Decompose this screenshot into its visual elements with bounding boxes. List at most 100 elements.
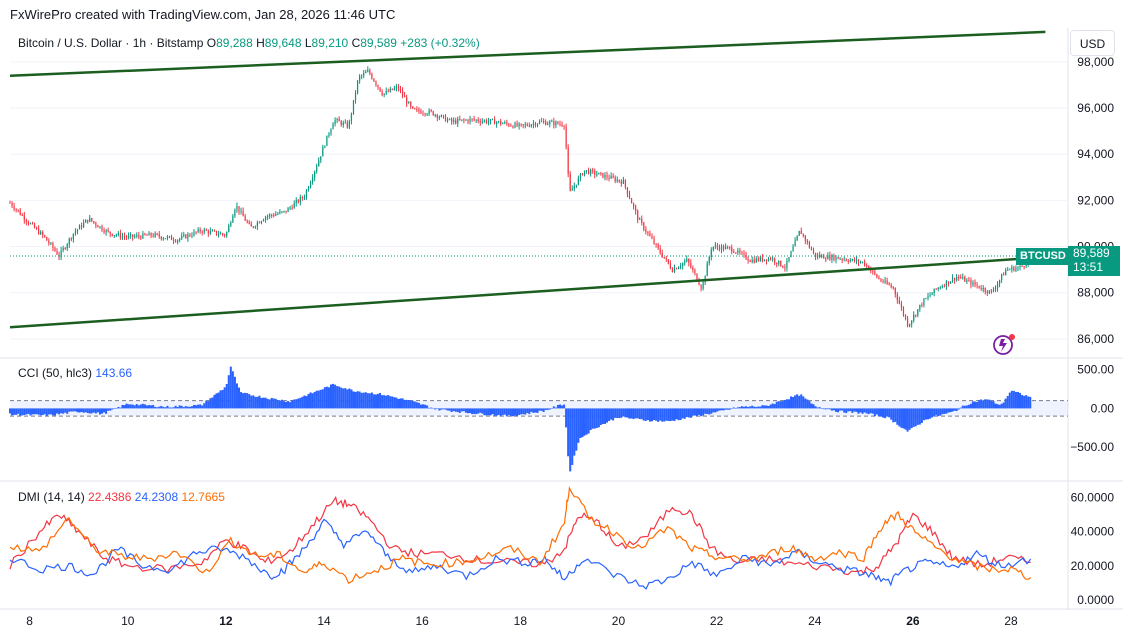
- cci-pane[interactable]: [8, 366, 1068, 472]
- cci-bar: [920, 408, 923, 424]
- cci-bar: [648, 408, 651, 422]
- cci-bar: [730, 408, 733, 409]
- candle-body: [314, 171, 316, 178]
- candle-body: [174, 240, 177, 242]
- candle-body: [82, 222, 85, 228]
- price-pane[interactable]: [9, 30, 1068, 329]
- candle-body: [827, 255, 829, 260]
- candle-body: [772, 258, 774, 260]
- cci-bar: [491, 408, 494, 415]
- cci-bar: [520, 408, 523, 415]
- candle-body: [150, 232, 152, 236]
- candle-body: [113, 235, 115, 237]
- cci-bar: [1010, 390, 1013, 409]
- cci-bar: [389, 396, 392, 409]
- cci-bar: [477, 408, 480, 414]
- candle-body: [162, 238, 164, 240]
- candle-body: [285, 210, 287, 213]
- candle-body: [833, 255, 835, 261]
- candle-body: [841, 258, 843, 260]
- cci-bar: [170, 407, 173, 409]
- cci-bar: [918, 408, 921, 425]
- cci-bar: [158, 406, 161, 409]
- dmi-pane[interactable]: [9, 486, 1032, 590]
- cci-bar: [391, 396, 394, 409]
- cci-bar: [904, 408, 907, 430]
- cci-bar: [47, 408, 50, 415]
- cci-bar: [599, 408, 602, 425]
- candle-body: [181, 235, 183, 239]
- cci-bar: [941, 408, 944, 415]
- currency-button[interactable]: USD: [1070, 30, 1115, 56]
- candle-body: [224, 234, 226, 236]
- cci-bar: [736, 407, 739, 409]
- cci-bar: [1029, 396, 1032, 409]
- sparkle-icon[interactable]: [990, 333, 1018, 357]
- cci-bar: [530, 408, 533, 412]
- cci-bar: [710, 408, 713, 414]
- candle-body: [530, 124, 532, 127]
- cci-bar: [849, 408, 852, 412]
- candle-body: [15, 209, 17, 211]
- cci-bar: [254, 396, 257, 409]
- cci-bar: [677, 408, 680, 421]
- candle-body: [884, 280, 886, 283]
- candle-body: [614, 177, 616, 182]
- price-tick-label: 94,000: [1077, 147, 1114, 161]
- cci-bar: [714, 408, 717, 413]
- cci-bar: [25, 408, 28, 415]
- candle-body: [326, 135, 328, 147]
- candle-body: [289, 207, 291, 209]
- cci-bar: [824, 408, 827, 410]
- cci-bar: [270, 397, 273, 409]
- candle-body: [630, 198, 633, 204]
- candle-body: [886, 280, 888, 284]
- price-tick-label: 88,000: [1077, 286, 1114, 300]
- cci-bar: [379, 393, 382, 409]
- cci-bar: [323, 387, 326, 409]
- candle-body: [776, 262, 778, 265]
- candle-body: [154, 233, 156, 237]
- candle-body: [925, 298, 927, 300]
- candle-body: [575, 184, 577, 186]
- candle-body: [939, 287, 941, 289]
- candle-body: [160, 236, 162, 239]
- cci-bar: [567, 408, 570, 457]
- candle-body: [99, 226, 101, 228]
- candle-body: [978, 285, 980, 289]
- candle-body: [1025, 264, 1027, 267]
- candle-body: [927, 295, 929, 299]
- cci-bar: [603, 408, 606, 424]
- candle-body: [520, 123, 522, 125]
- candle-body: [72, 233, 74, 240]
- cci-bar: [123, 405, 126, 409]
- candle-body: [747, 259, 749, 261]
- cci-bar: [501, 408, 504, 416]
- cci-bar: [182, 407, 185, 409]
- cci-legend[interactable]: CCI (50, hlc3) 143.66: [18, 366, 132, 380]
- dmi-plus-di-line: [9, 495, 1031, 576]
- cci-bar: [507, 408, 510, 415]
- cci-bar: [718, 408, 721, 411]
- candle-body: [442, 115, 445, 117]
- cci-bar: [773, 403, 776, 409]
- cci-bar: [820, 408, 823, 409]
- candle-body: [254, 226, 256, 228]
- candle-body: [38, 228, 40, 235]
- cci-bar: [180, 405, 183, 409]
- cci-bar: [282, 401, 285, 409]
- symbol-legend[interactable]: Bitcoin / U.S. Dollar · 1h · Bitstamp O8…: [18, 36, 480, 50]
- dmi-legend[interactable]: DMI (14, 14) 22.4386 24.2308 12.7665: [18, 490, 225, 504]
- cci-bar: [45, 408, 48, 417]
- candle-body: [972, 282, 974, 286]
- cci-bar: [661, 408, 664, 422]
- candle-body: [219, 233, 222, 235]
- cci-bar: [231, 371, 234, 409]
- cci-bar: [998, 404, 1001, 409]
- cci-bar: [374, 394, 378, 409]
- candle-body: [455, 120, 457, 124]
- dmi-adx-line: [9, 486, 1032, 585]
- candle-body: [608, 177, 610, 179]
- cci-bar: [76, 408, 79, 413]
